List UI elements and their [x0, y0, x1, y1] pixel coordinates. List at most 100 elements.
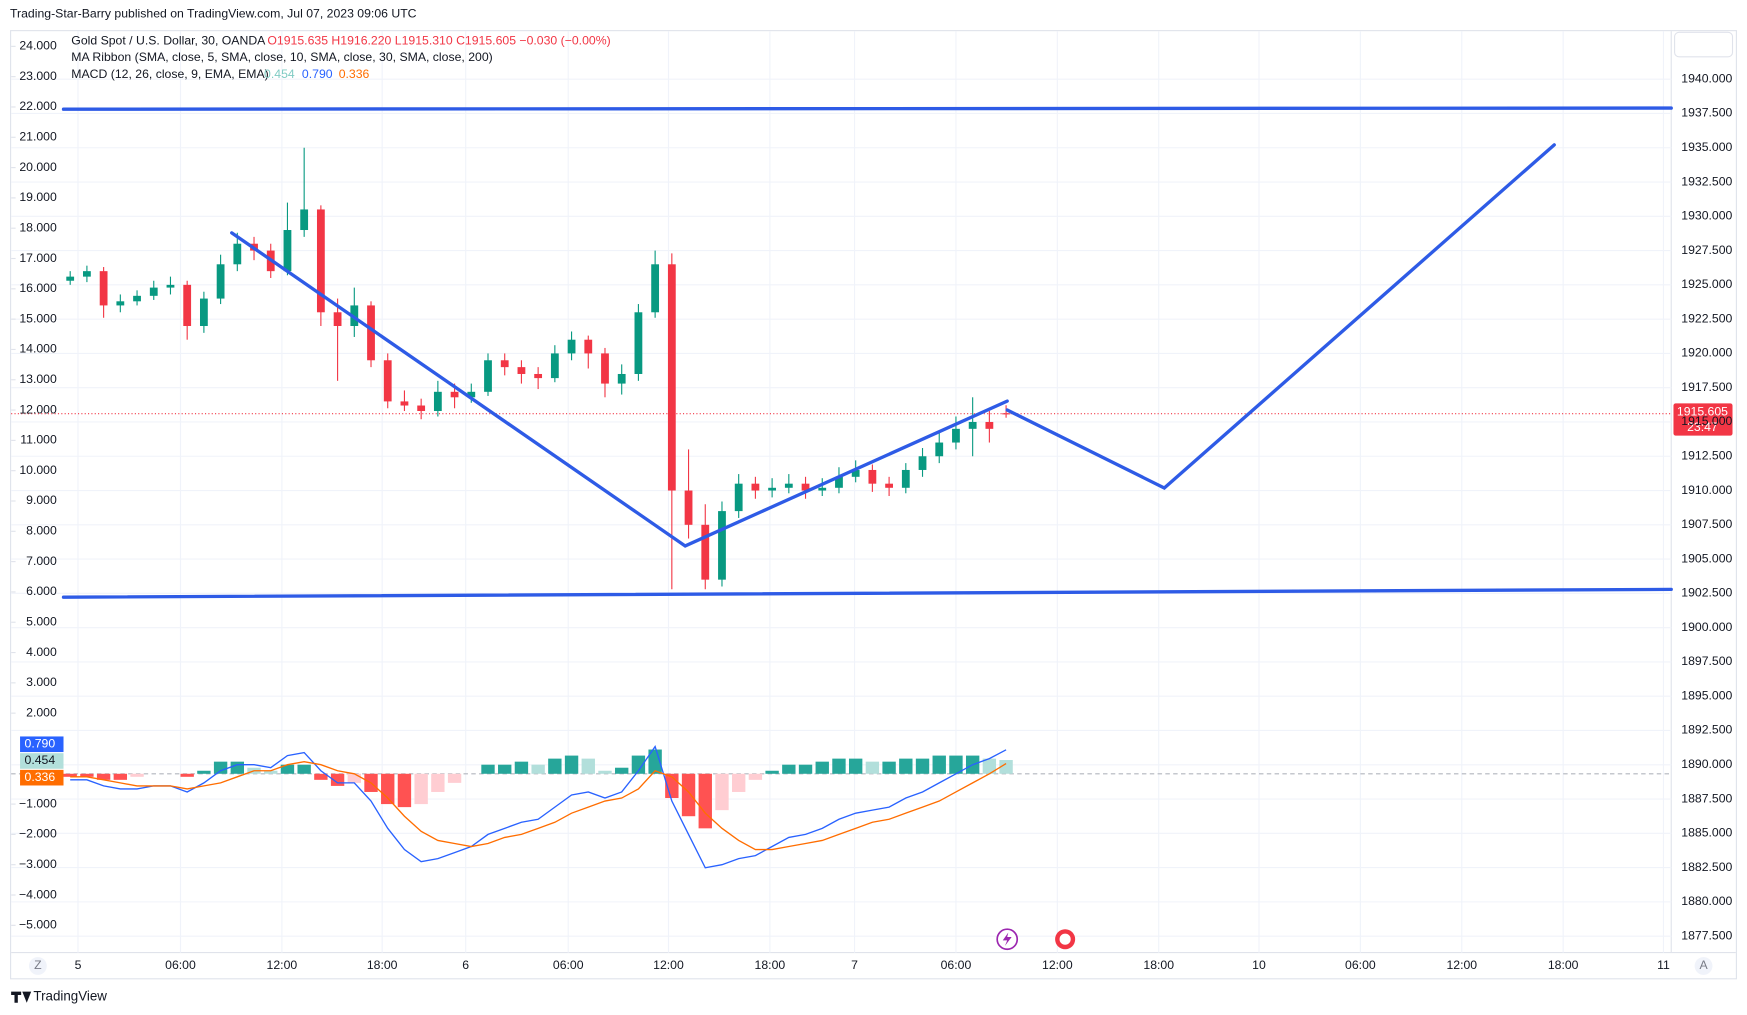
candle-body	[935, 442, 944, 457]
y-tick-label: 1892.500	[1681, 723, 1732, 737]
macd-title: MACD (12, 26, close, 9, EMA, EMA)	[71, 67, 268, 81]
price-tag	[1673, 403, 1733, 436]
auto-button[interactable]	[1694, 957, 1713, 975]
y2-tick-label: 4.000	[26, 645, 57, 659]
x-tick-label: 06:00	[1345, 958, 1376, 972]
histogram-bar	[815, 761, 829, 774]
y2-tick-label: 17.000	[19, 251, 57, 265]
candle-body	[300, 209, 309, 231]
histogram-bar	[782, 764, 796, 774]
histogram-bar	[514, 761, 529, 774]
y2-tick-label: 20.000	[19, 160, 57, 174]
histogram-bar	[197, 770, 211, 774]
countdown: 23:47	[1687, 420, 1718, 434]
y2-tick-label: 15.000	[19, 311, 57, 325]
candle-body	[651, 264, 660, 313]
event-glyph	[1002, 932, 1012, 946]
histogram-bar	[564, 755, 579, 774]
candle-body	[99, 271, 108, 306]
y-tick-label: 1910.000	[1681, 483, 1732, 497]
y2-tick-label: 2.000	[26, 705, 57, 719]
histogram-bar	[681, 773, 696, 817]
histogram-bar	[397, 773, 412, 808]
x-tick-label: 12:00	[653, 958, 684, 972]
zoom-button[interactable]	[28, 957, 47, 975]
y-tick-label: 1915.000	[1681, 414, 1732, 428]
y-tick-label: 1930.000	[1681, 209, 1732, 223]
x-tick-label: 12:00	[1446, 958, 1477, 972]
histogram-bar	[932, 755, 946, 774]
candle-body	[968, 421, 977, 429]
histogram-bar	[999, 760, 1013, 774]
y-tick-label: 1932.500	[1681, 174, 1732, 188]
y-tick-label: 1920.000	[1681, 346, 1732, 360]
y2-tick-label: 7.000	[26, 554, 57, 568]
y-tick-label: 1882.500	[1681, 860, 1732, 874]
histogram-bar	[414, 773, 428, 805]
histogram-bar	[848, 758, 863, 774]
y-tick-label: 1927.500	[1681, 243, 1732, 257]
legend-macd: 0.790	[302, 67, 333, 81]
y2-tick-label: 9.000	[26, 493, 57, 507]
histogram-bar	[481, 764, 495, 774]
histogram-bar	[949, 755, 963, 774]
histogram-bar	[180, 773, 194, 777]
x-tick-label: 12:00	[1042, 958, 1073, 972]
candle-body	[567, 339, 576, 354]
y2-tick-label: −3.000	[19, 857, 57, 871]
scale-button[interactable]	[1674, 31, 1734, 58]
histogram-bar	[698, 773, 712, 829]
y-tick-label: 1922.500	[1681, 311, 1732, 325]
histogram-bar	[381, 773, 395, 805]
x-tick-label: 18:00	[367, 958, 398, 972]
signal-tag-label: 0.336	[25, 770, 56, 784]
y2-tick-label: 11.000	[20, 433, 57, 447]
y-tick-label: 1887.500	[1681, 791, 1732, 805]
histogram-bar	[130, 773, 144, 777]
histogram-bar	[748, 773, 763, 780]
candles	[66, 147, 1010, 590]
y-tick-label: 1895.000	[1681, 688, 1732, 702]
histogram-bar	[280, 764, 295, 774]
candle-body	[868, 469, 877, 484]
histogram-bar	[264, 770, 278, 774]
candle-body	[166, 284, 175, 288]
y2-tick-label: 22.000	[19, 99, 57, 113]
y2-tick-label: 24.000	[19, 39, 57, 53]
candle-body	[885, 483, 893, 488]
y-tick-label: 1940.000	[1681, 71, 1732, 85]
candle-body	[116, 301, 125, 306]
candle-body	[734, 483, 743, 512]
histogram-bar	[798, 764, 813, 774]
symbol: Gold Spot / U.S. Dollar, 30, OANDA	[71, 33, 266, 47]
x-tick-label: 7	[851, 958, 858, 972]
macd-tag-label: 0.790	[25, 736, 56, 750]
candle-body	[400, 401, 409, 406]
macd-pane	[11, 744, 1672, 869]
histogram-bar	[80, 773, 94, 777]
candle-body	[450, 391, 459, 398]
histogram-bar	[598, 770, 612, 774]
histogram-bar	[715, 773, 729, 811]
histogram-bar	[498, 764, 512, 774]
x-tick-label: 06:00	[553, 958, 584, 972]
economic-glyph	[1059, 933, 1071, 945]
candle-body	[584, 339, 593, 354]
y2-tick-label: −4.000	[19, 887, 57, 901]
candle-body	[1002, 413, 1010, 415]
trend-line	[230, 231, 1009, 548]
ohlc: O1915.635 H1916.220 L1915.310 C1915.605 …	[267, 33, 610, 47]
y-tick-label: 1917.500	[1681, 380, 1732, 394]
y2-tick-label: 21.000	[19, 130, 57, 144]
y-tick-label: 1905.000	[1681, 551, 1732, 565]
candle-body	[500, 360, 509, 368]
price-tag-label: 1915.605	[1677, 404, 1728, 418]
candle-body	[952, 428, 960, 443]
candle-body	[417, 405, 426, 412]
candle-body	[484, 360, 492, 392]
y2-tick-label: 18.000	[19, 220, 57, 234]
candle-body	[283, 230, 292, 272]
y-tick-label: 1885.000	[1681, 826, 1732, 840]
drawings	[61, 106, 1673, 599]
